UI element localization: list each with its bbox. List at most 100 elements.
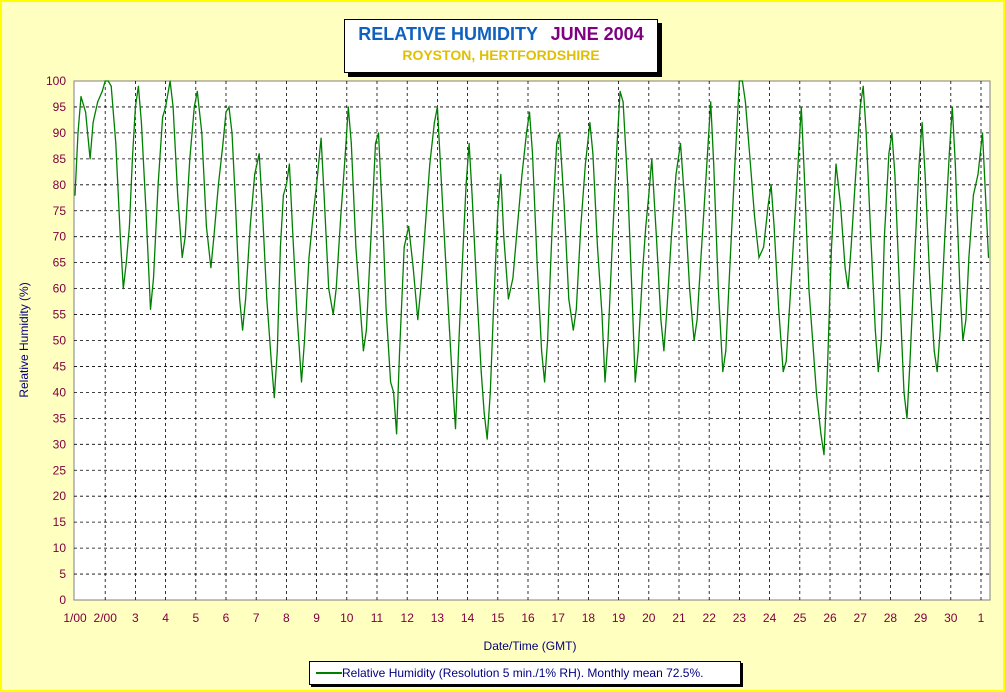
humidity-data-point: [177, 194, 179, 196]
humidity-data-point: [951, 106, 953, 108]
humidity-data-point: [778, 308, 780, 310]
humidity-data-point: [987, 256, 990, 259]
x-tick-label: 10: [340, 611, 354, 625]
humidity-data-point: [696, 319, 698, 321]
humidity-data-point: [122, 288, 124, 290]
humidity-data-point: [580, 225, 582, 227]
humidity-data-point: [734, 163, 736, 165]
humidity-data-point: [412, 267, 414, 269]
humidity-data-point: [125, 262, 127, 264]
humidity-data-point: [877, 371, 879, 373]
humidity-data-point: [365, 329, 367, 331]
humidity-data-point: [770, 184, 772, 186]
humidity-data-point: [448, 329, 451, 331]
humidity-data-point: [355, 246, 357, 248]
humidity-data-point: [266, 298, 268, 300]
y-tick-label: 90: [53, 126, 67, 140]
humidity-data-point: [196, 90, 198, 92]
humidity-data-point: [835, 163, 837, 165]
humidity-data-point: [616, 142, 618, 144]
humidity-data-point: [815, 391, 818, 393]
humidity-data-point: [936, 371, 938, 373]
humidity-data-point: [767, 205, 769, 207]
humidity-data-point: [157, 184, 159, 186]
humidity-data-point: [894, 173, 896, 175]
humidity-data-point: [115, 142, 117, 144]
humidity-data-point: [607, 339, 609, 342]
x-tick-label: 18: [582, 611, 596, 625]
humidity-data-point: [300, 381, 303, 383]
humidity-data-point: [921, 121, 923, 124]
humidity-data-point: [408, 225, 410, 227]
humidity-data-point: [903, 391, 905, 393]
humidity-data-point: [77, 132, 79, 134]
humidity-data-point: [454, 428, 457, 430]
x-tick-label: 28: [884, 611, 898, 625]
humidity-data-point: [909, 360, 911, 362]
humidity-data-point: [291, 225, 293, 227]
humidity-data-point: [906, 417, 908, 419]
x-tick-labels: 1/00 2/00 3 4 5 6 7 8 9 10 11 12 13 14 15 16 17 18 19 20 21 2…: [63, 611, 984, 625]
humidity-data-point: [701, 246, 703, 248]
humidity-data-point: [328, 288, 330, 290]
humidity-data-point: [627, 184, 629, 186]
humidity-data-point: [436, 106, 438, 108]
x-tick-label: 21: [672, 611, 686, 625]
humidity-data-point: [670, 236, 673, 238]
x-tick-label: 16: [521, 611, 535, 625]
humidity-data-point: [85, 111, 87, 113]
humidity-data-point: [512, 277, 514, 279]
y-tick-label: 10: [53, 541, 67, 555]
humidity-data-point: [710, 101, 712, 103]
humidity-data-point: [465, 184, 467, 186]
humidity-data-point: [503, 236, 505, 238]
humidity-data-point: [429, 163, 431, 165]
humidity-data-point: [844, 267, 846, 269]
humidity-data-point: [939, 329, 941, 331]
humidity-data-point: [918, 163, 920, 165]
humidity-data-point: [205, 225, 207, 227]
y-tick-label: 70: [53, 230, 67, 244]
humidity-data-point: [273, 397, 275, 399]
y-tick-labels: 0 5 10 15 20 25 30 35 40 45 50 55 60 65 70 75 80 85 90 95 10…: [46, 74, 66, 607]
x-tick-label: 8: [283, 611, 290, 625]
x-tick-label: 14: [461, 611, 475, 625]
humidity-data-point: [785, 360, 787, 362]
humidity-data-point: [350, 142, 352, 144]
humidity-data-point: [249, 225, 251, 227]
humidity-data-point: [741, 80, 744, 82]
y-tick-label: 80: [53, 178, 67, 192]
humidity-data-point: [888, 153, 890, 155]
humidity-data-point: [782, 371, 784, 373]
humidity-data-point: [172, 106, 174, 108]
humidity-data-point: [663, 350, 665, 352]
humidity-data-point: [417, 319, 419, 321]
humidity-data-point: [601, 313, 603, 316]
humidity-data-point: [820, 433, 822, 435]
humidity-data-point: [279, 246, 281, 248]
y-tick-label: 15: [53, 515, 67, 529]
humidity-data-point: [181, 256, 183, 259]
humidity-data-point: [823, 454, 825, 456]
humidity-data-point: [377, 132, 380, 134]
humidity-data-point: [622, 101, 624, 103]
y-tick-label: 5: [59, 567, 66, 581]
humidity-data-point: [575, 308, 577, 310]
humidity-data-point: [880, 339, 882, 342]
legend-series-label: Relative Humidity (Resolution 5 min./1% …: [342, 666, 704, 680]
humidity-data-point: [568, 298, 570, 300]
humidity-data-point: [572, 329, 574, 331]
x-tick-label: 23: [733, 611, 747, 625]
x-tick-label: 1/00: [63, 611, 87, 625]
humidity-data-point: [924, 173, 926, 175]
humidity-data-point: [335, 288, 337, 290]
humidity-data-point: [944, 236, 946, 238]
humidity-data-point: [374, 142, 377, 144]
humidity-data-point: [666, 308, 668, 310]
humidity-data-point: [234, 194, 236, 196]
x-tick-label: 27: [854, 611, 868, 625]
humidity-data-point: [642, 267, 644, 269]
humidity-data-point: [972, 194, 975, 196]
y-tick-label: 95: [53, 100, 67, 114]
humidity-data-point: [149, 308, 152, 310]
